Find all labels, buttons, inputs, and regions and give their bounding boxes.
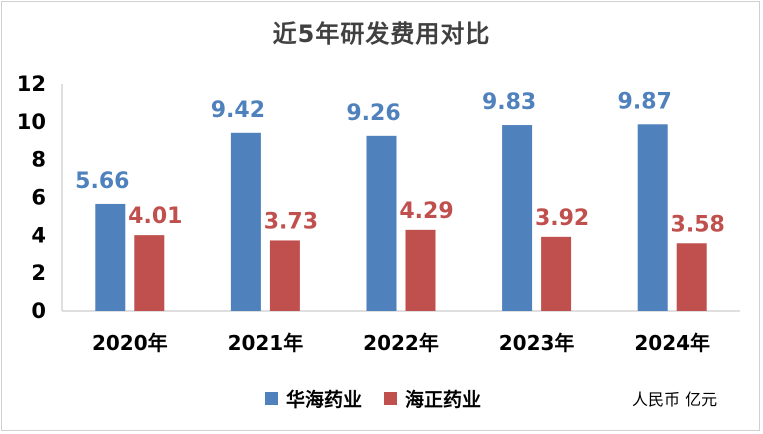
- legend-item-series-2: 海正药业: [384, 385, 481, 412]
- legend-swatch-series-2: [384, 392, 398, 405]
- y-tick-label: 10: [17, 110, 46, 134]
- data-label-series-2: 4.01: [128, 204, 182, 229]
- y-tick-label: 6: [31, 186, 46, 210]
- x-tick-label: 2021年: [228, 331, 304, 355]
- legend-item-series-1: 华海药业: [265, 385, 362, 412]
- data-label-series-1: 5.66: [75, 169, 129, 194]
- y-tick-label: 0: [31, 299, 46, 323]
- bar-2: [134, 235, 165, 311]
- bar-2: [269, 240, 300, 311]
- legend-label-series-1: 华海药业: [286, 389, 363, 411]
- bar-2: [541, 236, 572, 311]
- legend-swatch-series-1: [265, 392, 278, 405]
- bar-1: [637, 124, 668, 311]
- x-tick-label: 2020年: [92, 331, 168, 355]
- legend: 华海药业 海正药业: [265, 385, 503, 412]
- y-tick-label: 2: [31, 261, 46, 285]
- bar-1: [366, 135, 397, 311]
- data-label-series-1: 9.83: [482, 90, 536, 115]
- x-tick-label: 2024年: [634, 331, 710, 355]
- y-tick-label: 8: [31, 148, 46, 172]
- bar-2: [676, 243, 707, 311]
- data-label-series-1: 9.42: [211, 98, 265, 123]
- chart-title: 近5年研发费用对比: [272, 20, 491, 48]
- data-label-series-1: 9.87: [618, 89, 672, 114]
- data-label-series-2: 3.58: [671, 212, 725, 237]
- data-label-series-2: 3.73: [264, 209, 318, 234]
- bar-1: [95, 203, 126, 311]
- data-label-series-2: 4.29: [399, 199, 453, 224]
- bar-2: [405, 229, 436, 311]
- x-tick-label: 2023年: [499, 331, 575, 355]
- bar-1: [502, 125, 533, 311]
- y-tick-label: 4: [31, 223, 46, 247]
- x-tick-label: 2022年: [363, 331, 439, 355]
- data-label-series-2: 3.92: [535, 206, 589, 231]
- unit-note: 人民币 亿元: [632, 390, 718, 409]
- data-label-series-1: 9.26: [346, 101, 400, 126]
- y-tick-label: 12: [17, 72, 46, 96]
- bar-1: [230, 132, 261, 311]
- legend-label-series-2: 海正药业: [405, 389, 482, 411]
